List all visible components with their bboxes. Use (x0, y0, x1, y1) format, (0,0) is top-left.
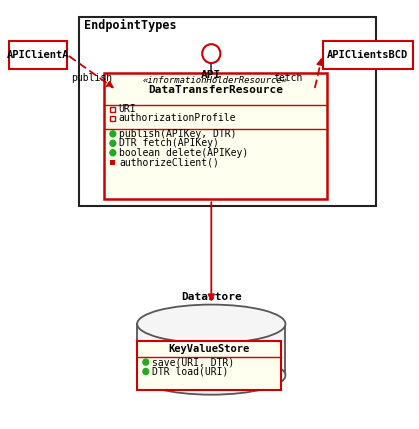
Text: API: API (201, 70, 221, 80)
Text: APIClientA: APIClientA (7, 50, 70, 60)
Bar (110, 107, 115, 112)
Bar (110, 116, 115, 121)
Text: save(URI, DTR): save(URI, DTR) (152, 357, 234, 367)
Text: boolean delete(APIKey): boolean delete(APIKey) (119, 148, 248, 158)
Ellipse shape (137, 356, 285, 395)
FancyBboxPatch shape (104, 73, 327, 199)
Text: EndpointTypes: EndpointTypes (83, 19, 176, 33)
FancyBboxPatch shape (9, 41, 67, 69)
FancyBboxPatch shape (80, 17, 376, 206)
Text: authorizeClient(): authorizeClient() (119, 157, 219, 167)
Text: DTR load(URI): DTR load(URI) (152, 366, 228, 377)
Circle shape (110, 131, 116, 137)
Circle shape (143, 369, 149, 375)
Ellipse shape (137, 305, 285, 343)
Bar (110, 160, 115, 165)
FancyBboxPatch shape (137, 341, 282, 390)
Text: DTR fetch(APIKey): DTR fetch(APIKey) (119, 138, 219, 148)
Text: «informationHolderResource»: «informationHolderResource» (143, 76, 288, 85)
Text: APIClientsBCD: APIClientsBCD (327, 50, 409, 60)
Text: authorizationProfile: authorizationProfile (119, 113, 236, 124)
Text: fetch: fetch (273, 73, 303, 83)
Circle shape (202, 44, 220, 63)
Circle shape (110, 140, 116, 146)
Text: URI: URI (119, 104, 136, 114)
FancyBboxPatch shape (137, 324, 285, 375)
Circle shape (143, 359, 149, 365)
Circle shape (110, 150, 116, 156)
Text: KeyValueStore: KeyValueStore (168, 344, 250, 354)
Text: Datastore: Datastore (181, 293, 242, 302)
FancyBboxPatch shape (323, 41, 413, 69)
Text: publish: publish (71, 73, 112, 83)
Text: publish(APIKey, DTR): publish(APIKey, DTR) (119, 129, 236, 139)
Text: DataTransferResource: DataTransferResource (148, 85, 283, 95)
